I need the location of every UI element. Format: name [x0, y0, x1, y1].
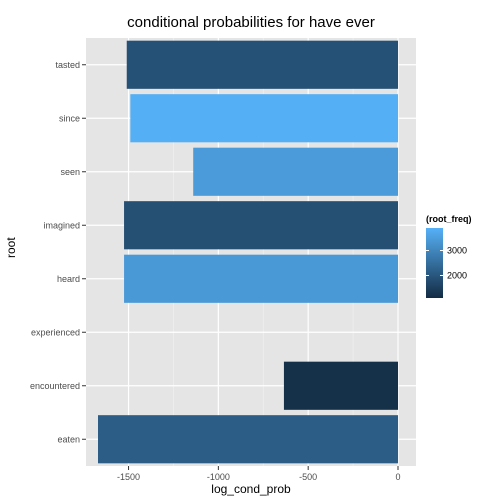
x-axis-label: log_cond_prob	[211, 482, 291, 496]
y-axis-label: root	[4, 237, 18, 258]
chart-title: conditional probabilities for have ever	[127, 14, 375, 31]
legend-title: (root_freq)	[426, 214, 472, 224]
y-tick-label: since	[59, 113, 80, 123]
y-tick-label: experienced	[31, 327, 80, 337]
y-tick-label: seen	[60, 167, 80, 177]
y-tick-label: imagined	[43, 220, 80, 230]
legend-colorbar	[426, 228, 443, 298]
bar-seen	[193, 147, 398, 196]
bar-imagined	[124, 201, 398, 250]
x-tick-label: -1500	[117, 472, 140, 482]
y-tick-label: tasted	[55, 60, 80, 70]
y-tick-label: encountered	[30, 381, 80, 391]
x-tick-label: -1000	[207, 472, 230, 482]
bar-eaten	[98, 415, 398, 464]
bar-heard	[124, 254, 398, 303]
legend-tick-label: 2000	[447, 271, 467, 281]
y-tick-label: eaten	[57, 434, 80, 444]
bar-encountered	[283, 361, 398, 410]
y-tick-label: heard	[57, 274, 80, 284]
legend-tick-label: 3000	[447, 246, 467, 256]
x-tick-label: -500	[299, 472, 317, 482]
x-tick-label: 0	[395, 472, 400, 482]
bar-since	[130, 94, 398, 143]
bar-tasted	[126, 40, 398, 89]
